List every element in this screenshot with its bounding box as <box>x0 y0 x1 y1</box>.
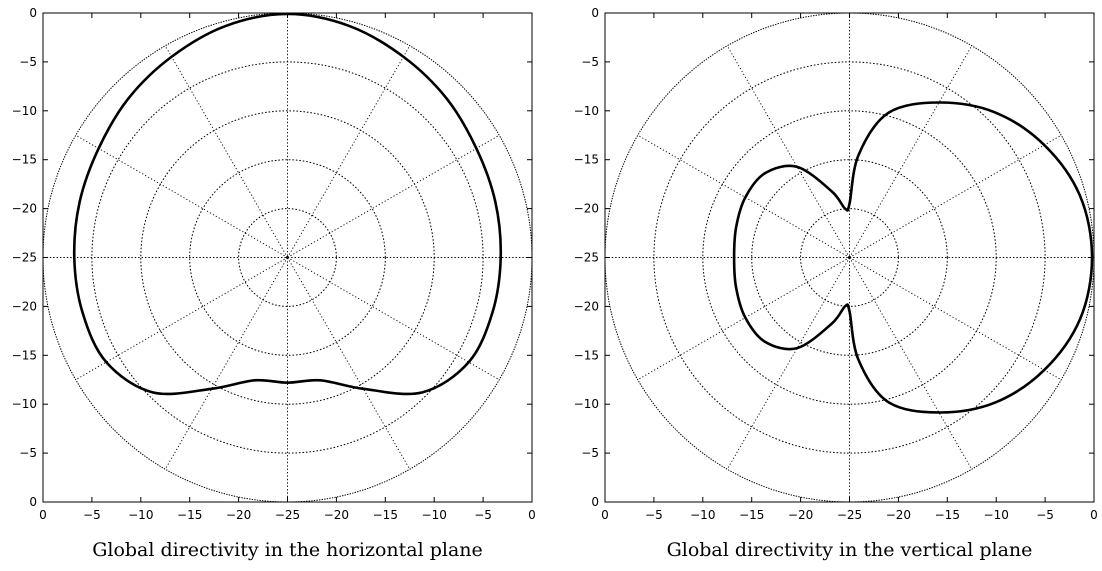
chart-caption: Global directivity in the vertical plane <box>667 539 1033 561</box>
x-tick-label: −5 <box>1036 508 1054 522</box>
y-tick-label: −10 <box>574 104 599 118</box>
grid-spoke <box>849 45 973 258</box>
grid-spoke <box>287 257 411 470</box>
x-tick-label: 0 <box>1090 508 1098 522</box>
y-tick-label: −10 <box>574 397 599 411</box>
vertical-plane-polar-chart: 0−5−10−15−20−25−20−15−10−500 −5 −10 −15 −20−… <box>574 6 1098 561</box>
directivity-curve <box>732 101 1094 414</box>
x-tick-label: −15 <box>935 508 960 522</box>
y-tick-label: −25 <box>574 251 599 265</box>
x-tick-label: 0 <box>528 508 536 522</box>
y-tick-label: −20 <box>12 299 37 313</box>
grid-spoke <box>75 134 288 258</box>
x-tick-label: −10 <box>690 508 715 522</box>
x-tick-label: −5 <box>83 508 101 522</box>
y-tick-label: −15 <box>574 153 599 167</box>
grid-spoke <box>164 257 288 470</box>
x-tick-label: −5 <box>645 508 663 522</box>
x-tick-label: −25 <box>275 508 300 522</box>
center-point <box>286 256 289 259</box>
grid-spoke <box>287 45 411 258</box>
grid-ring <box>189 159 386 356</box>
y-tick-label: −20 <box>12 202 37 216</box>
grid-ring <box>751 159 948 356</box>
y-tick-label: −10 <box>12 397 37 411</box>
y-tick-label: −5 <box>19 446 37 460</box>
y-tick-label: 0 <box>29 6 37 20</box>
y-tick-label: 0 <box>29 495 37 509</box>
y-tick-label: −15 <box>574 348 599 362</box>
x-tick-label: −10 <box>422 508 447 522</box>
y-tick-label: −5 <box>19 55 37 69</box>
grid-spoke <box>287 257 500 381</box>
x-tick-label: −20 <box>226 508 251 522</box>
x-tick-label: 0 <box>39 508 47 522</box>
x-tick-label: −20 <box>324 508 349 522</box>
grid-spoke <box>637 257 850 381</box>
grid-spoke <box>849 257 1062 381</box>
horizontal-plane-polar-chart: 0−5−10−15−20−25−20−15−10−500 −5 −10 −15 −20−… <box>12 6 536 561</box>
y-tick-label: −25 <box>12 251 37 265</box>
grid-spoke <box>849 134 1062 258</box>
directivity-curve <box>72 12 503 396</box>
y-tick-label: −15 <box>12 153 37 167</box>
grid-spoke <box>726 45 850 258</box>
x-tick-label: −10 <box>984 508 1009 522</box>
x-tick-label: −25 <box>837 508 862 522</box>
grid-spoke <box>849 257 973 470</box>
y-tick-label: −20 <box>574 202 599 216</box>
y-tick-label: −15 <box>12 348 37 362</box>
grid-spoke <box>75 257 288 381</box>
y-tick-label: −5 <box>581 446 599 460</box>
center-point <box>848 256 851 259</box>
x-tick-label: −5 <box>474 508 492 522</box>
y-tick-label: −10 <box>12 104 37 118</box>
y-tick-label: 0 <box>591 6 599 20</box>
x-tick-label: −15 <box>739 508 764 522</box>
x-tick-label: −15 <box>373 508 398 522</box>
grid-spoke <box>164 45 288 258</box>
x-tick-label: 0 <box>601 508 609 522</box>
x-tick-label: −20 <box>788 508 813 522</box>
grid-spoke <box>287 134 500 258</box>
y-tick-label: −5 <box>581 55 599 69</box>
x-tick-label: −20 <box>886 508 911 522</box>
x-tick-label: −10 <box>128 508 153 522</box>
x-tick-label: −15 <box>177 508 202 522</box>
grid-spoke <box>726 257 850 470</box>
y-tick-label: −20 <box>574 299 599 313</box>
y-tick-label: 0 <box>591 495 599 509</box>
chart-caption: Global directivity in the horizontal pla… <box>92 539 483 561</box>
grid-spoke <box>637 134 850 258</box>
